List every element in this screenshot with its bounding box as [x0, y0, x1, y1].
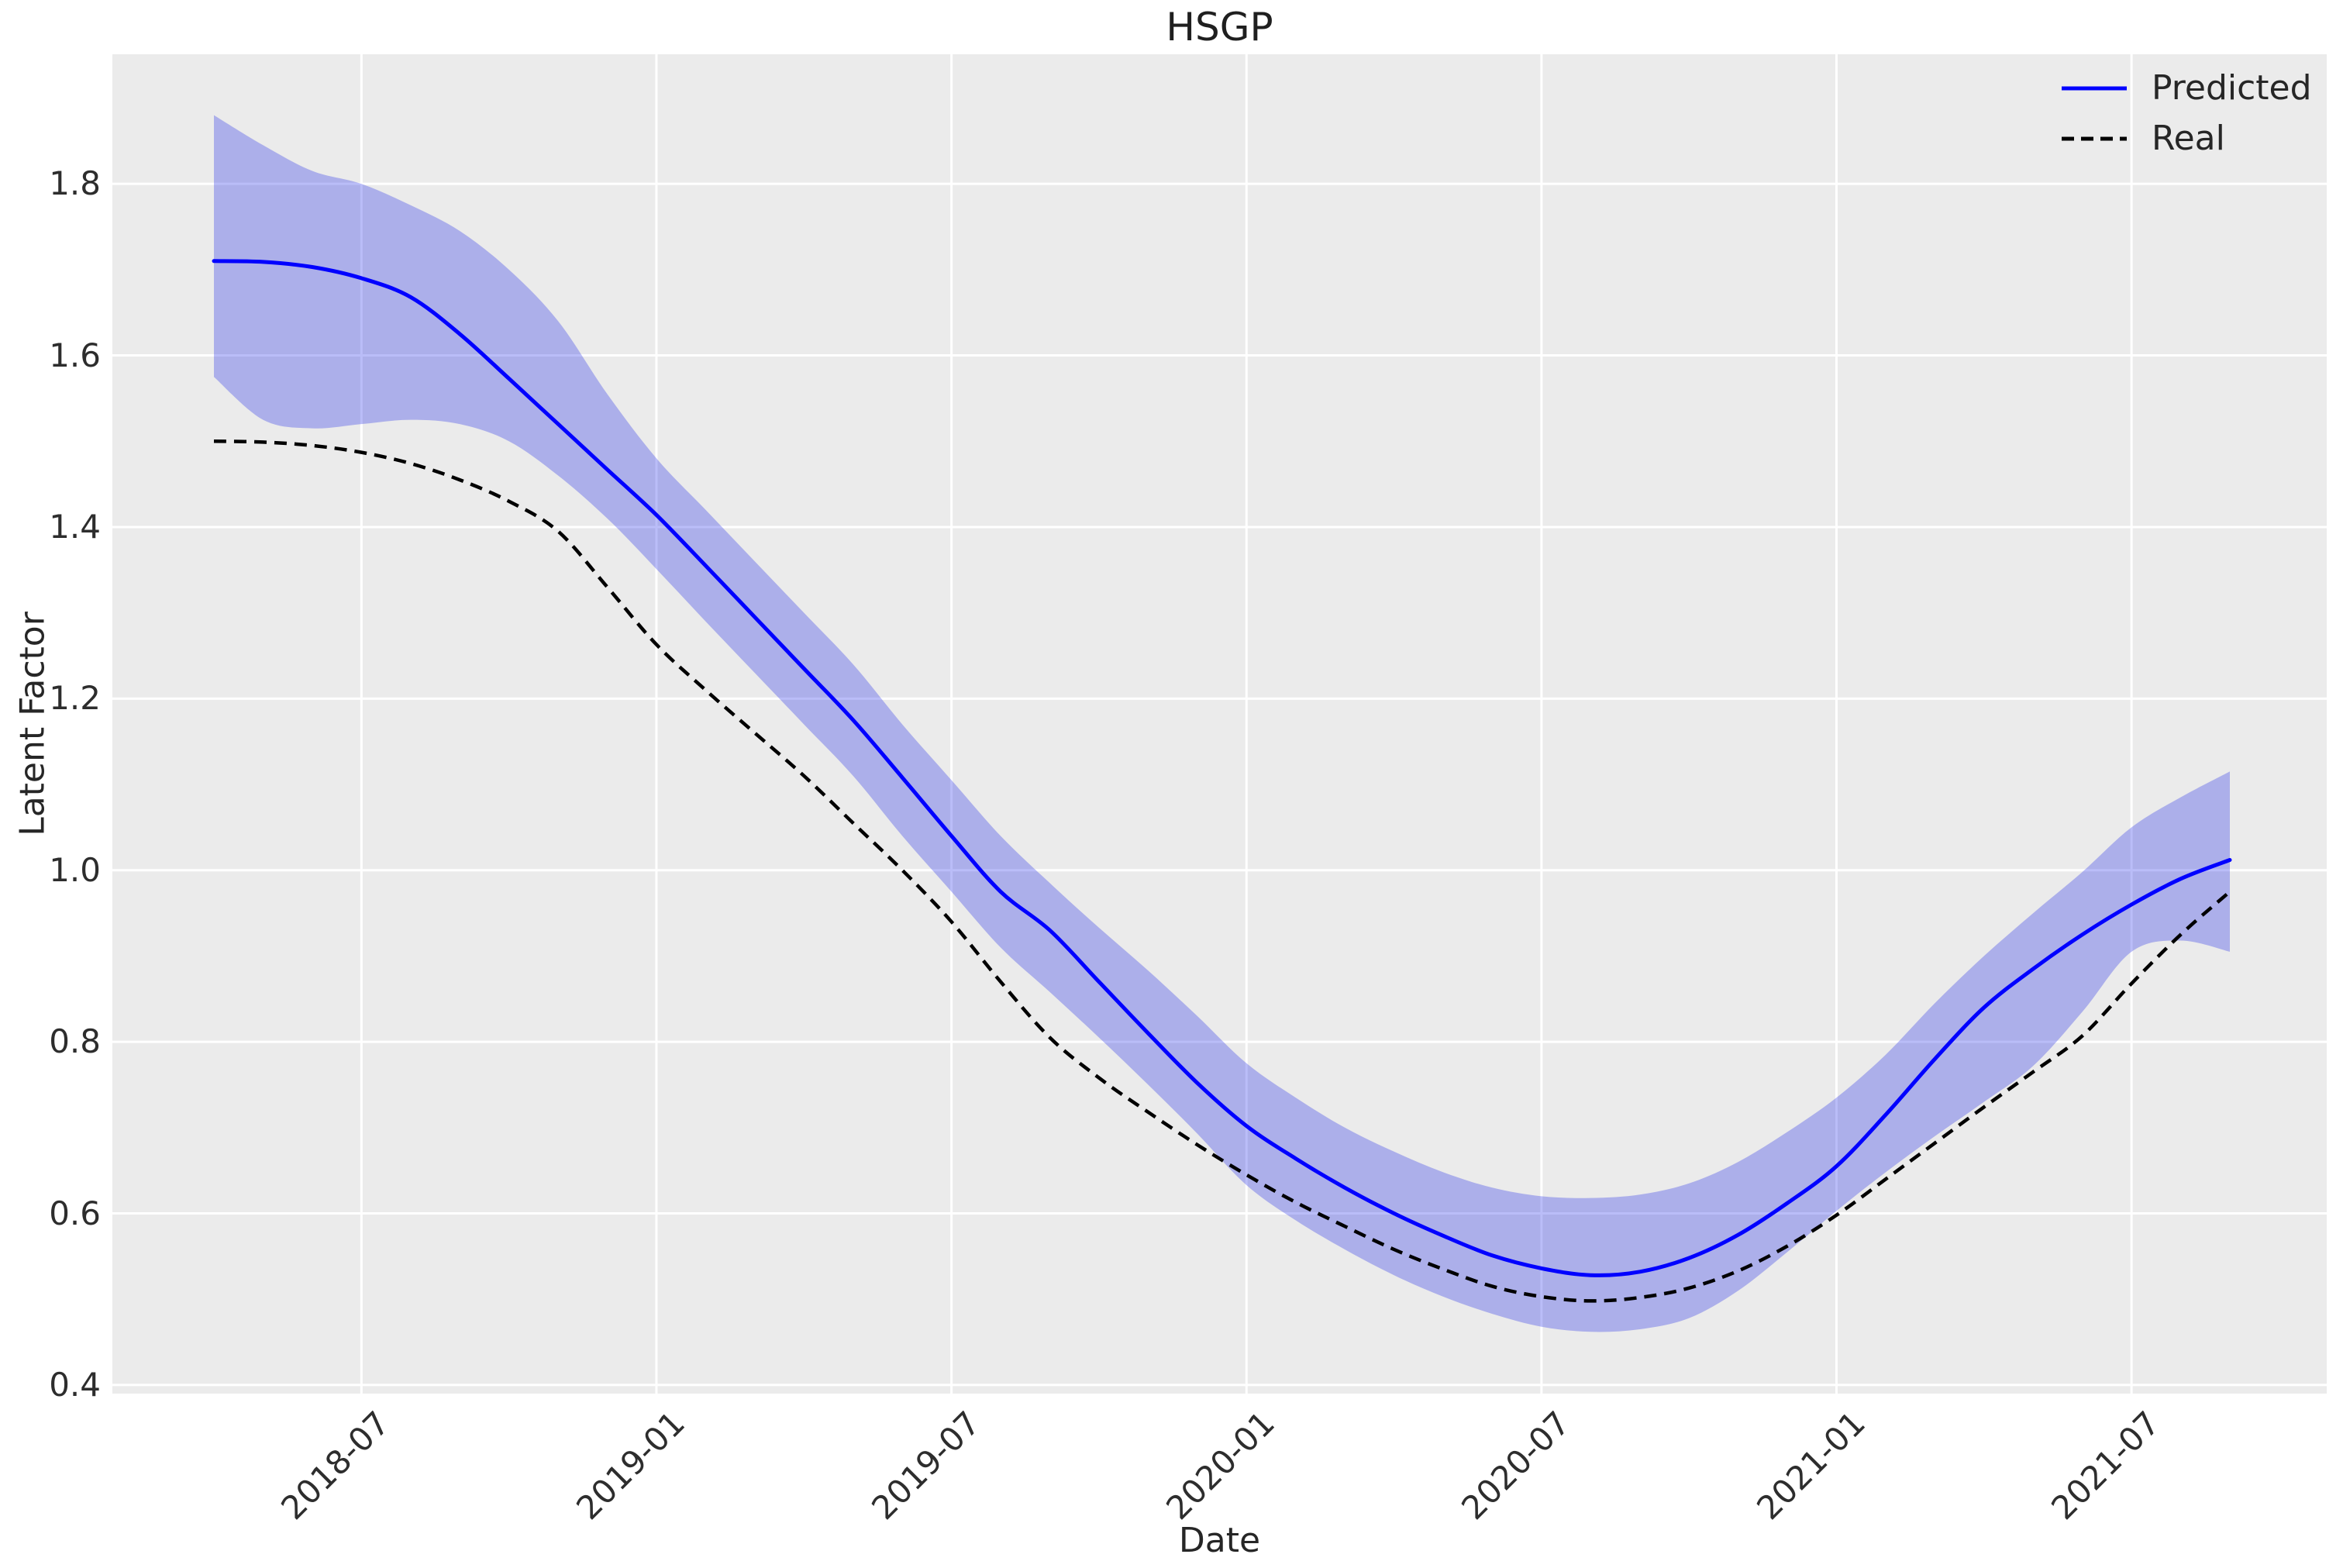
y-tick-label: 1.2 — [49, 679, 101, 718]
x-axis-label: Date — [1178, 1521, 1261, 1560]
y-tick-label: 1.8 — [49, 164, 101, 203]
legend-label-real: Real — [2152, 119, 2225, 158]
legend-label-predicted: Predicted — [2152, 68, 2312, 108]
y-axis-label: Latent Factor — [12, 612, 53, 836]
plot-background — [112, 54, 2327, 1394]
legend-item-predicted: Predicted — [2060, 68, 2312, 108]
confidence-band — [214, 115, 2230, 1332]
y-tick-label: 0.4 — [49, 1365, 101, 1404]
y-tick-label: 1.4 — [49, 507, 101, 546]
predicted-line — [212, 259, 2232, 1277]
legend-item-real: Real — [2060, 119, 2312, 158]
legend: Predicted Real — [2060, 68, 2312, 158]
real-line — [213, 439, 2231, 1303]
y-tick-label: 0.8 — [49, 1022, 101, 1061]
y-tick-label: 1.0 — [49, 850, 101, 889]
y-tick-label: 0.6 — [49, 1194, 101, 1232]
y-tick-label: 1.6 — [49, 336, 101, 374]
real-line-swatch-icon — [2062, 136, 2127, 140]
predicted-line-swatch-icon — [2062, 86, 2127, 90]
chart-title: HSGP — [1166, 5, 1273, 50]
